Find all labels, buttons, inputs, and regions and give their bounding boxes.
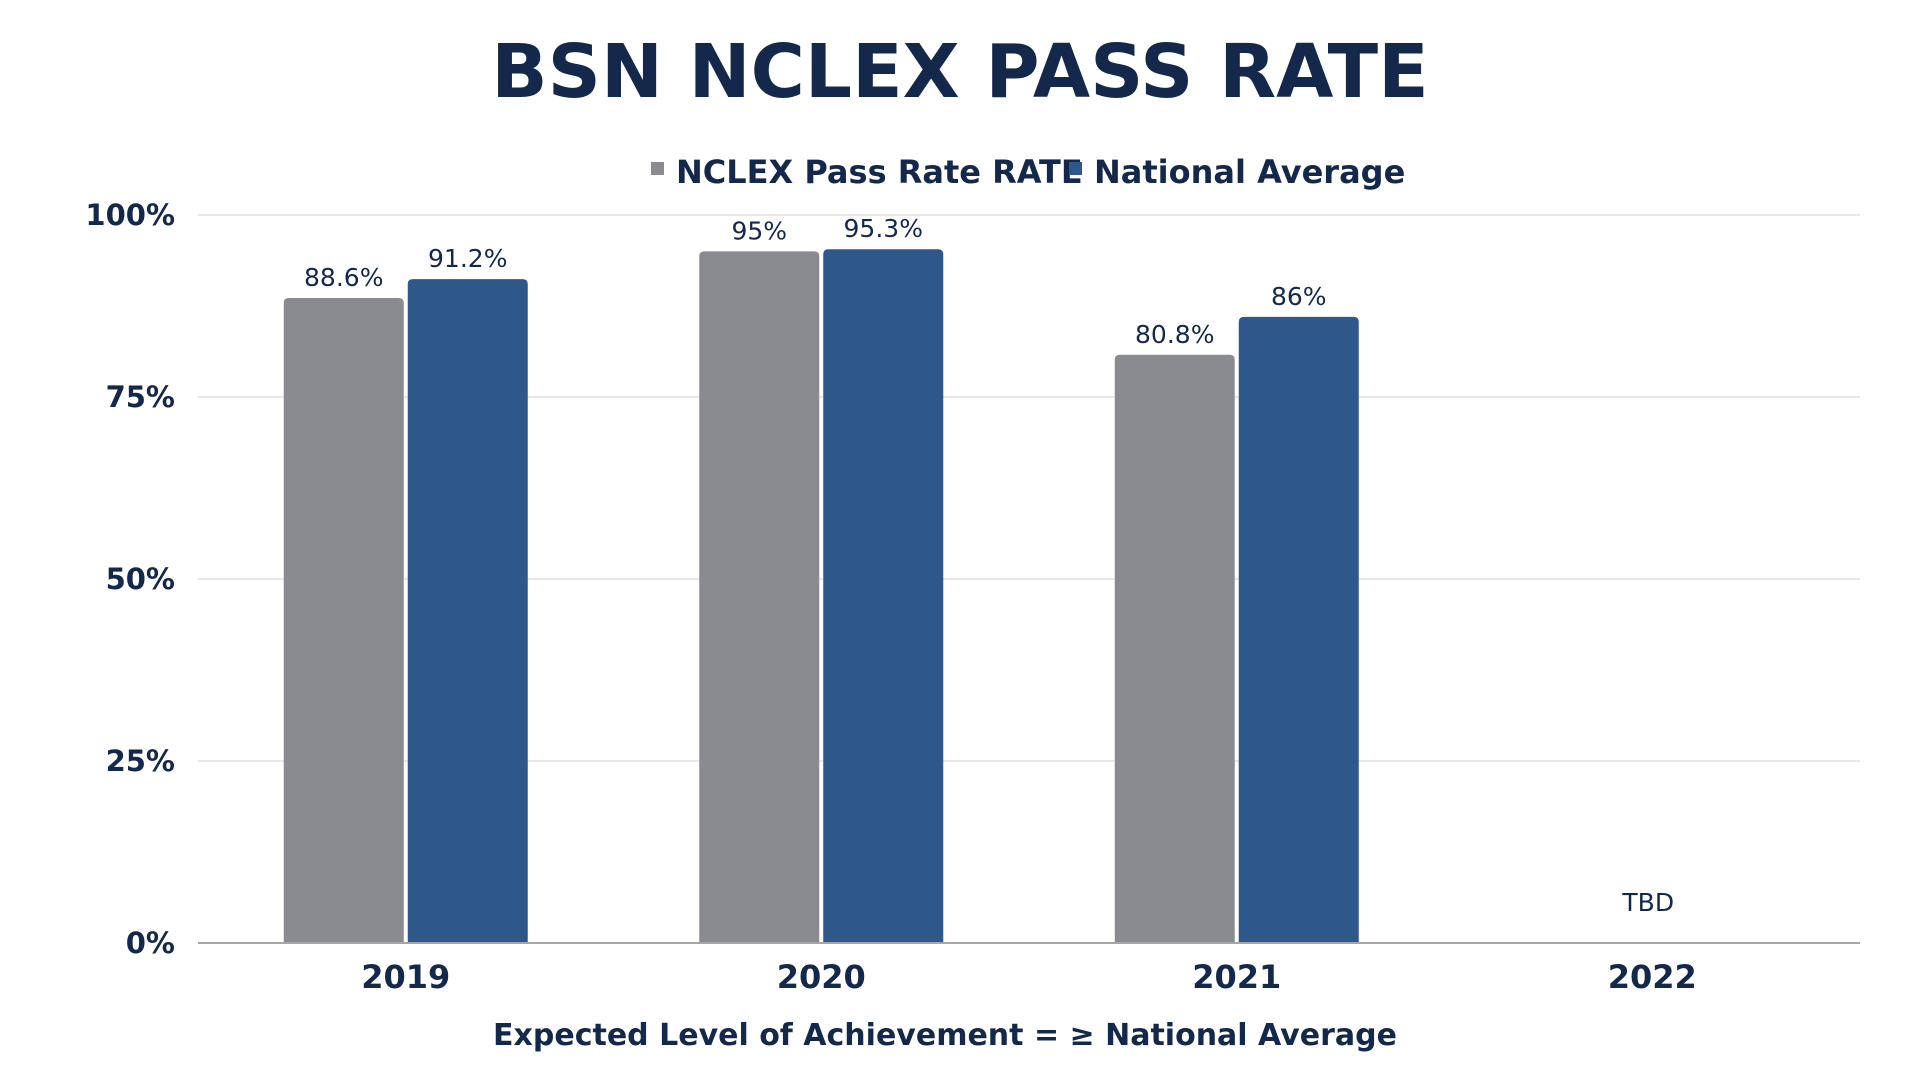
bar-nclex-2021 [1114,354,1235,943]
y-axis-ticks: 0% 25% 50% 75% 100% [85,198,175,960]
data-label: 95.3% [844,214,923,243]
data-label: 88.6% [304,263,383,292]
bar-national-2021 [1238,316,1359,943]
y-tick-label: 75% [106,380,175,414]
data-label: 91.2% [428,244,507,273]
chart-title: BSN NCLEX PASS RATE [491,29,1428,115]
bar-national-2019 [407,279,528,944]
y-tick-label: 100% [85,198,175,232]
x-axis-categories: 2019 2020 2021 2022 [361,958,1697,996]
bar-nclex-2020 [699,251,820,943]
y-tick-label: 0% [126,926,175,960]
bar-national-2020 [823,249,944,943]
legend-swatch-nclex [651,162,664,175]
legend-swatch-national [1069,162,1082,175]
x-category-label: 2020 [777,958,866,996]
y-tick-label: 50% [106,562,175,596]
bar-nclex-2019 [283,297,404,943]
data-label: 86% [1271,282,1327,311]
x-category-label: 2022 [1608,958,1697,996]
data-labels: 88.6% 91.2% 95% 95.3% 80.8% 86% TBD [304,214,1674,917]
data-label: 80.8% [1135,320,1214,349]
legend-label-nclex: NCLEX Pass Rate RATE [676,153,1083,191]
y-tick-label: 25% [106,744,175,778]
annotation-2022: TBD [1621,888,1674,917]
x-category-label: 2021 [1192,958,1281,996]
data-label: 95% [731,216,787,245]
x-category-label: 2019 [361,958,450,996]
legend: NCLEX Pass Rate RATE National Average [651,153,1405,191]
bars [283,249,1359,944]
legend-label-national: National Average [1094,153,1405,191]
chart-footer: Expected Level of Achievement = ≥ Nation… [493,1018,1397,1053]
